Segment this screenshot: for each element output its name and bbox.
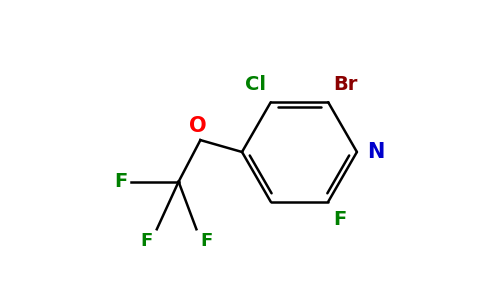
Text: F: F bbox=[200, 232, 212, 250]
Text: F: F bbox=[140, 232, 153, 250]
Text: F: F bbox=[333, 210, 347, 229]
Text: O: O bbox=[189, 116, 206, 136]
Text: Cl: Cl bbox=[245, 75, 266, 94]
Text: Br: Br bbox=[333, 75, 358, 94]
Text: N: N bbox=[367, 142, 384, 162]
Text: F: F bbox=[114, 172, 127, 191]
